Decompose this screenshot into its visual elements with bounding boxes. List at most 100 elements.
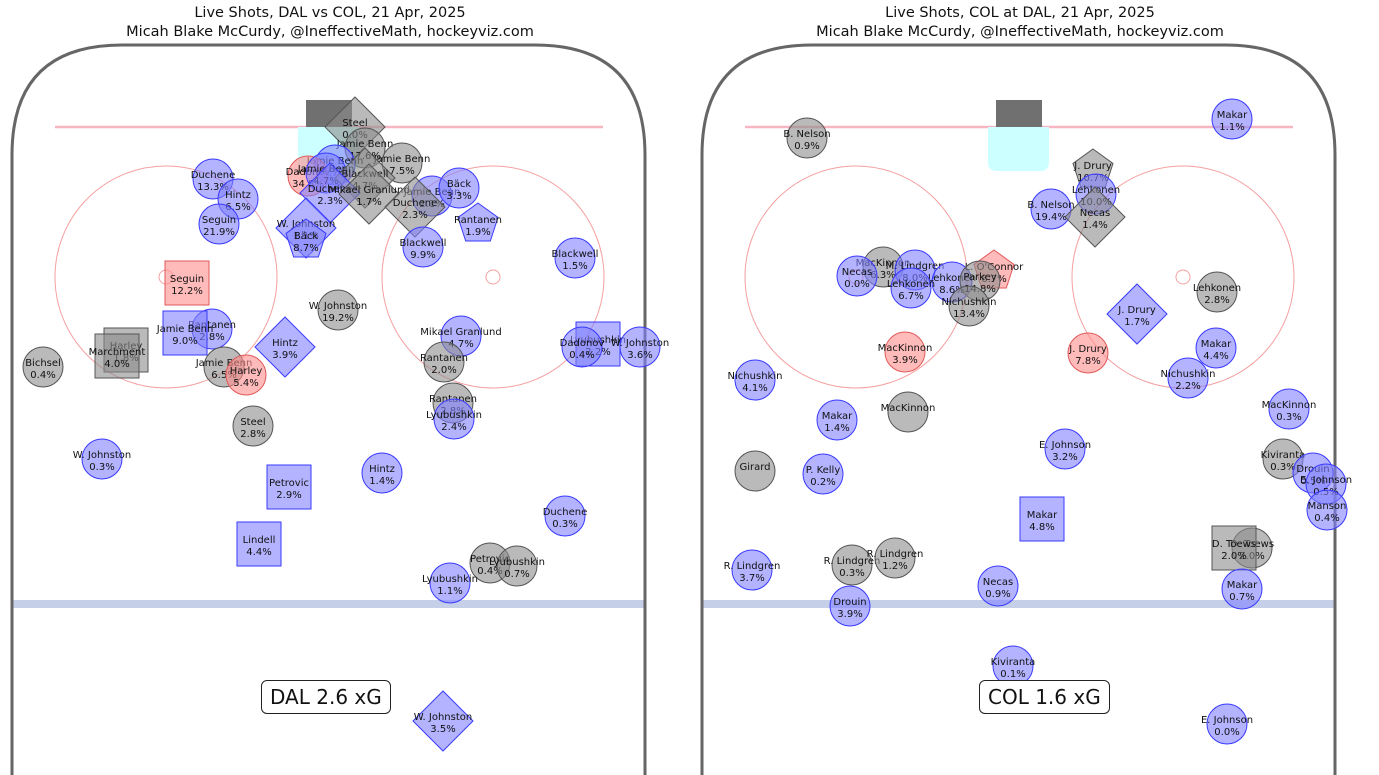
shot-player-label: MacKinnon [881, 403, 936, 414]
shot-marker-circle [1211, 98, 1253, 140]
shot-xg-label: 6.5% [225, 202, 250, 213]
shot-player-label: Marchment [89, 347, 146, 358]
shot-xg-label: 0.9% [794, 141, 819, 152]
shot-player-label: Nichushkin [1161, 369, 1216, 380]
shot-marker-pentagon [285, 218, 327, 258]
shot-marker-circle [544, 495, 586, 537]
shot-player-label: W. Johnston [73, 450, 131, 461]
shot-marker-circle [381, 142, 423, 184]
shot-marker-circle [433, 398, 475, 440]
shot-player-label: Hintz [272, 338, 298, 349]
shot-marker-circle [561, 326, 603, 368]
shot-player-label: W. Johnston [611, 338, 669, 349]
shot-xg-label: 3.7% [739, 573, 764, 584]
shot-xg-label: 0.4% [569, 350, 594, 361]
shot-player-label: Lehkonen [887, 279, 935, 290]
shot-xg-label: 2.3% [317, 196, 342, 207]
shot-xg-label: 13.3% [197, 182, 229, 193]
shot-marker-circle [423, 341, 465, 383]
shot-marker-square [94, 333, 140, 379]
shot-xg-label: 1.4% [1082, 220, 1107, 231]
shot-player-label: Steel [240, 417, 265, 428]
shot-player-label: Seguin [170, 274, 204, 285]
shot-marker-square [1211, 525, 1257, 571]
shot-xg-label: 1.9% [465, 227, 490, 238]
shot-player-label: Makar [822, 411, 853, 422]
shot-player-label: M. Lindgren [886, 261, 945, 272]
shot-xg-label: 3.9% [272, 350, 297, 361]
shot-player-label: Lyubushkin [489, 557, 545, 568]
shot-xg-label: 13.4% [953, 309, 985, 320]
shot-player-label: Jamie Benn [195, 358, 253, 369]
shot-xg-label: 7.8% [1075, 356, 1100, 367]
shot-xg-label: 4.0% [104, 359, 129, 370]
shot-player-label: Duchene [543, 507, 588, 518]
shot-xg-label: 0.1% [1000, 669, 1025, 680]
shot-xg-label: 0.3% [839, 568, 864, 579]
shot-player-label: E. Johnson [1039, 440, 1091, 451]
chart-subtitle: Micah Blake McCurdy, @IneffectiveMath, h… [126, 24, 534, 40]
shot-marker-circle [802, 453, 844, 495]
shot-xg-label: 0.7% [1229, 592, 1254, 603]
shot-player-label: J. Drury [1073, 161, 1112, 172]
shot-player-label: Duchene [308, 184, 353, 195]
shot-player-label: Manson [1308, 501, 1347, 512]
shot-player-label: Makar [1227, 580, 1258, 591]
shot-xg-label: 2.0% [1221, 551, 1246, 562]
shot-marker-circle [948, 285, 990, 327]
shot-player-label: Drouin [833, 597, 866, 608]
shot-marker-square [162, 310, 208, 356]
shot-xg-label: 2.3% [402, 210, 427, 221]
shot-xg-label: 2.4% [441, 422, 466, 433]
shot-player-label: Lehkonen [928, 273, 976, 284]
shot-marker-circle [81, 438, 123, 480]
shot-xg-label: 4.7% [448, 339, 473, 350]
shot-xg-label: 7.5% [389, 166, 414, 177]
shot-player-label: R. Lindgren [724, 561, 781, 572]
shot-marker-diamond [412, 690, 474, 752]
chart-title: Live Shots, DAL vs COL, 21 Apr, 2025 [194, 5, 466, 21]
shot-player-label: E. Johnson [1300, 475, 1352, 486]
shot-player-label: R. Lindgren [867, 549, 924, 560]
shot-marker-circle [198, 203, 240, 245]
faceoff-circle [54, 165, 278, 389]
shot-marker-circle [890, 267, 932, 309]
shot-player-label: R. Lindgren [824, 556, 881, 567]
shot-xg-label: 1.7% [356, 197, 381, 208]
xg-total: COL 1.6 xG [979, 680, 1110, 714]
shot-marker-diamond [1064, 186, 1126, 248]
shot-player-label: Jamie Benn [403, 187, 461, 198]
faceoff-dot [1175, 269, 1191, 285]
shot-player-label: Hintz [369, 464, 395, 475]
shot-marks: Steel0.0%Jamie Benn17.6%Jamie Benn7.5%Ja… [22, 96, 669, 752]
shot-player-label: Steel [342, 118, 367, 129]
shot-player-label: Mikael Granlund [328, 185, 409, 196]
shot-marker-circle [402, 226, 444, 268]
shot-player-label: Harley [230, 366, 263, 377]
shot-xg-label: 0.0% [1214, 727, 1239, 738]
shot-xg-label: 8.6% [939, 285, 964, 296]
shot-marker-circle [1195, 327, 1237, 369]
shot-marker-circle [1196, 271, 1238, 313]
shot-xg-label: 12.2% [171, 286, 203, 297]
shot-marker-square [164, 260, 210, 306]
shot-marker-circle [977, 565, 1019, 607]
shot-player-label: Lehkonen [1193, 283, 1241, 294]
shot-xg-label: 0.4% [1314, 513, 1339, 524]
boards [10, 43, 647, 775]
shot-xg-label: 1.4% [369, 476, 394, 487]
shot-player-label: J. Drury [1117, 305, 1156, 316]
shot-xg-label: 3.6% [627, 350, 652, 361]
shot-player-label: B. Nelson [1027, 200, 1074, 211]
shot-marker-circle [786, 117, 828, 159]
shot-xg-label: 6.3% [870, 270, 895, 281]
shot-xg-label: 0.3% [552, 519, 577, 530]
shot-player-label: Necas [1080, 208, 1110, 219]
shot-xg-label: 3.3% [446, 191, 471, 202]
shot-marker-circle [874, 537, 916, 579]
shot-player-label: Blackwell [400, 238, 447, 249]
shot-player-label: Rantanen [420, 353, 468, 364]
shot-marker-circle [361, 452, 403, 494]
shot-marker-circle [884, 331, 926, 373]
shot-player-label: MacKinnon [878, 343, 933, 354]
